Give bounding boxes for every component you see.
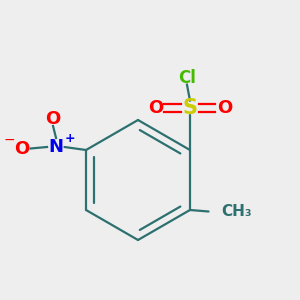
Text: CH₃: CH₃	[221, 204, 252, 219]
Text: Cl: Cl	[178, 69, 196, 87]
Text: O: O	[217, 99, 232, 117]
Text: +: +	[64, 131, 75, 145]
Text: S: S	[182, 98, 197, 118]
Text: N: N	[49, 138, 64, 156]
Text: O: O	[148, 99, 163, 117]
Text: O: O	[45, 110, 61, 128]
Text: O: O	[14, 140, 29, 158]
Text: −: −	[3, 133, 15, 146]
